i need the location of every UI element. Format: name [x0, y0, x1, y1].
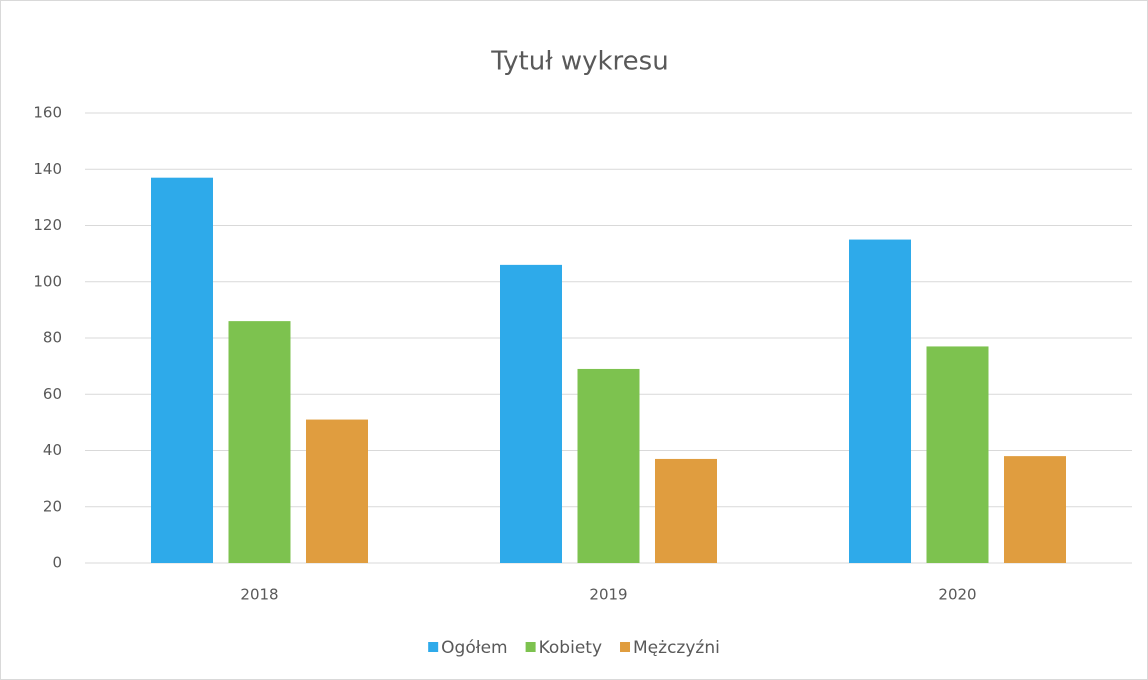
bar [577, 368, 640, 563]
y-tick-label: 140 [33, 160, 62, 178]
legend-label: Kobiety [539, 638, 602, 658]
legend-label: Ogółem [441, 638, 507, 658]
legend-swatch [620, 642, 631, 652]
bar [655, 458, 717, 563]
x-tick-label: 2020 [938, 586, 976, 604]
y-tick-label: 80 [43, 329, 62, 347]
legend-swatch [525, 642, 536, 652]
x-tick-label: 2019 [589, 586, 627, 604]
bar [500, 264, 562, 563]
bar [151, 177, 213, 563]
bar [1004, 456, 1066, 563]
y-tick-label: 60 [43, 385, 62, 403]
x-tick-label: 2018 [240, 586, 278, 604]
y-tick-label: 160 [33, 104, 62, 122]
legend-swatch [428, 642, 439, 652]
bar [926, 346, 989, 563]
bar [306, 419, 368, 563]
bar [849, 239, 911, 563]
chart-title: Tytuł wykresu [490, 47, 668, 77]
bar [228, 321, 291, 563]
y-tick-label: 0 [52, 554, 62, 572]
legend-label: Mężczyźni [633, 638, 720, 658]
y-tick-label: 40 [43, 441, 62, 459]
y-tick-label: 100 [33, 272, 62, 290]
y-tick-label: 120 [33, 216, 62, 234]
y-tick-label: 20 [43, 497, 62, 515]
